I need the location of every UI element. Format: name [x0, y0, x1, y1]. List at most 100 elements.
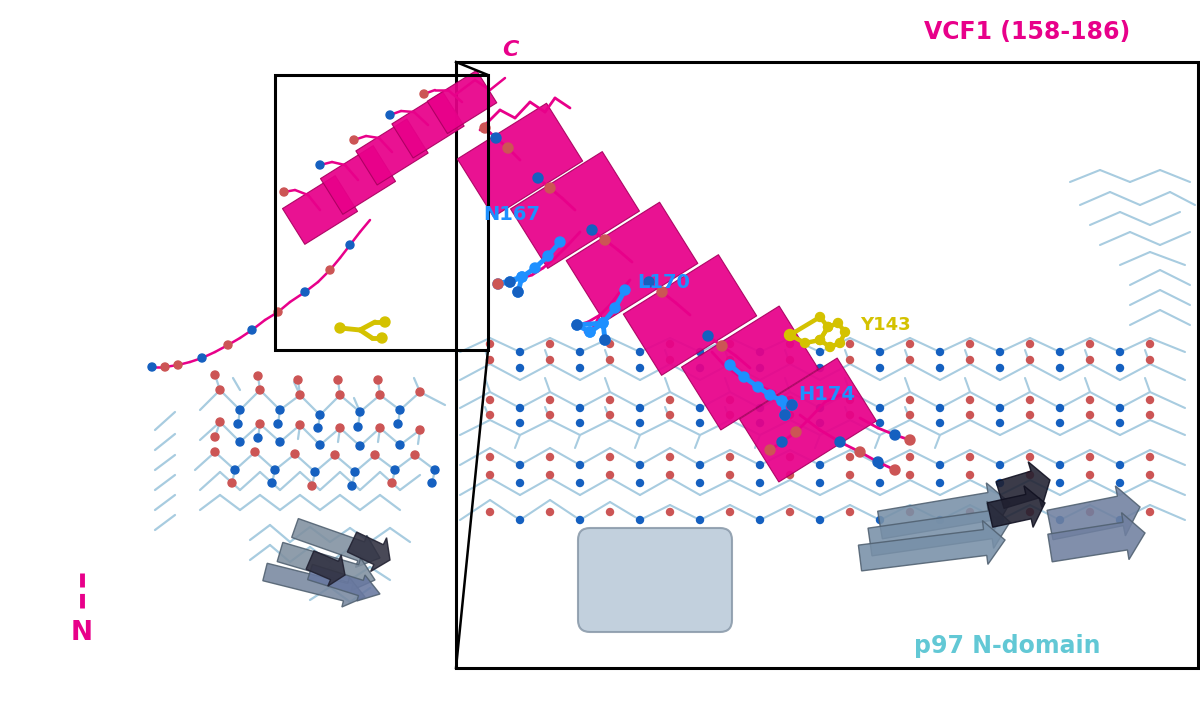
Circle shape	[754, 382, 763, 392]
Circle shape	[756, 364, 763, 372]
Circle shape	[254, 434, 262, 442]
Circle shape	[636, 405, 643, 412]
Circle shape	[198, 354, 206, 362]
Circle shape	[696, 348, 703, 356]
Circle shape	[572, 320, 582, 330]
Circle shape	[936, 405, 943, 412]
Circle shape	[606, 341, 613, 348]
Circle shape	[576, 516, 583, 523]
FancyBboxPatch shape	[282, 176, 358, 244]
Circle shape	[296, 421, 304, 429]
Text: p97 N-domain: p97 N-domain	[913, 634, 1100, 658]
Circle shape	[516, 348, 523, 356]
Circle shape	[336, 424, 344, 432]
Circle shape	[726, 397, 733, 403]
Circle shape	[514, 287, 523, 297]
Circle shape	[545, 183, 554, 193]
FancyArrow shape	[868, 501, 1010, 556]
Circle shape	[966, 454, 973, 461]
Circle shape	[786, 412, 793, 418]
Circle shape	[816, 480, 823, 487]
FancyBboxPatch shape	[356, 119, 428, 185]
Circle shape	[546, 454, 553, 461]
Circle shape	[778, 396, 787, 406]
Circle shape	[766, 390, 775, 400]
Text: Y143: Y143	[860, 316, 911, 334]
Circle shape	[1056, 480, 1063, 487]
Circle shape	[906, 397, 913, 403]
Circle shape	[271, 466, 278, 474]
Circle shape	[854, 447, 865, 457]
Circle shape	[268, 479, 276, 487]
Circle shape	[966, 472, 973, 479]
Circle shape	[696, 516, 703, 523]
Circle shape	[576, 405, 583, 412]
FancyArrow shape	[1048, 513, 1145, 562]
Circle shape	[576, 348, 583, 356]
Circle shape	[666, 508, 673, 516]
Circle shape	[816, 336, 824, 344]
Circle shape	[516, 364, 523, 372]
Circle shape	[786, 330, 794, 340]
Circle shape	[726, 454, 733, 461]
Circle shape	[1086, 341, 1093, 348]
Circle shape	[846, 356, 853, 364]
Text: N: N	[71, 620, 94, 646]
Circle shape	[352, 468, 359, 476]
Circle shape	[786, 397, 793, 403]
Circle shape	[586, 327, 595, 337]
Circle shape	[516, 462, 523, 469]
FancyArrow shape	[988, 486, 1045, 527]
Circle shape	[996, 405, 1003, 412]
Circle shape	[486, 397, 493, 403]
Circle shape	[348, 482, 356, 490]
Circle shape	[726, 341, 733, 348]
FancyArrow shape	[263, 563, 365, 607]
Circle shape	[816, 516, 823, 523]
Circle shape	[503, 143, 514, 153]
Text: L170: L170	[637, 272, 690, 292]
Circle shape	[636, 420, 643, 426]
FancyBboxPatch shape	[510, 152, 640, 269]
Circle shape	[598, 318, 608, 328]
Circle shape	[576, 420, 583, 426]
Circle shape	[996, 462, 1003, 469]
Circle shape	[756, 420, 763, 426]
Circle shape	[211, 371, 220, 379]
Circle shape	[1116, 420, 1123, 426]
Circle shape	[726, 412, 733, 418]
Circle shape	[823, 323, 833, 331]
Circle shape	[846, 454, 853, 461]
Circle shape	[785, 330, 796, 341]
Circle shape	[905, 435, 916, 445]
Circle shape	[505, 277, 515, 287]
Circle shape	[211, 433, 220, 441]
Circle shape	[516, 405, 523, 412]
Circle shape	[996, 516, 1003, 523]
Circle shape	[636, 480, 643, 487]
Circle shape	[598, 318, 608, 328]
Text: N167: N167	[482, 205, 540, 224]
Circle shape	[1056, 420, 1063, 426]
Circle shape	[846, 341, 853, 348]
Circle shape	[835, 437, 845, 447]
Circle shape	[696, 462, 703, 469]
Circle shape	[778, 437, 787, 447]
Circle shape	[1086, 412, 1093, 418]
Circle shape	[1026, 472, 1033, 479]
Circle shape	[388, 479, 396, 487]
Circle shape	[756, 462, 763, 469]
Circle shape	[696, 420, 703, 426]
Circle shape	[334, 376, 342, 384]
Circle shape	[236, 438, 244, 446]
Circle shape	[996, 480, 1003, 487]
Circle shape	[1026, 356, 1033, 364]
Circle shape	[636, 462, 643, 469]
Circle shape	[756, 348, 763, 356]
Circle shape	[486, 356, 493, 364]
Circle shape	[256, 420, 264, 428]
Circle shape	[546, 508, 553, 516]
Bar	[456, 62, 1198, 668]
Circle shape	[696, 405, 703, 412]
Circle shape	[1146, 472, 1153, 479]
